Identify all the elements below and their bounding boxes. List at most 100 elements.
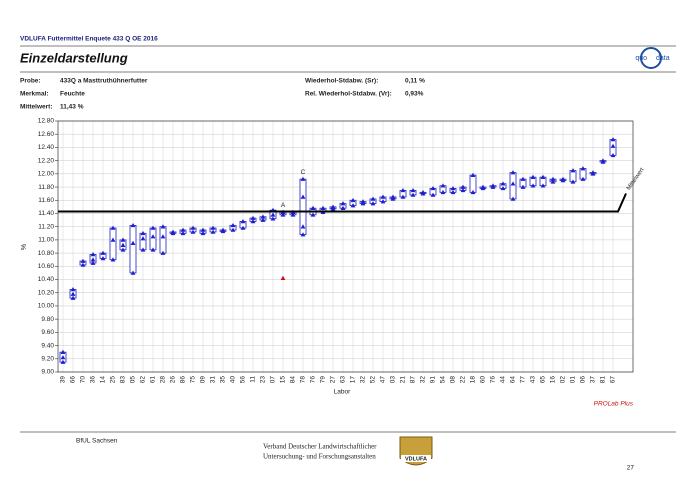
x-tick-label: 76: [490, 376, 497, 384]
range-box: [159, 226, 167, 254]
replicate-marker: [430, 192, 436, 197]
replicate-marker: [500, 181, 506, 186]
y-tick-label: 12.20: [38, 157, 55, 164]
replicate-marker: [510, 196, 516, 201]
x-tick-label: 18: [470, 376, 477, 384]
quo-data-logo: quo data: [635, 47, 670, 69]
y-tick-label: 11.00: [38, 237, 54, 244]
replicate-marker: [610, 152, 616, 158]
x-tick-label: 21: [400, 376, 407, 384]
replicate-marker: [210, 225, 216, 230]
replicate-marker: [70, 295, 76, 300]
replicate-marker: [90, 260, 96, 265]
x-tick-label: 11: [250, 376, 257, 383]
x-tick-label: 32: [420, 376, 427, 384]
mean-line: [58, 193, 627, 213]
replicate-marker: [200, 230, 206, 236]
replicate-marker: [440, 189, 446, 195]
x-tick-label: 87: [410, 376, 417, 384]
y-tick-label: 12.60: [38, 131, 55, 138]
x-tick-label: 47: [380, 376, 387, 384]
replicate-marker: [110, 237, 116, 242]
replicate-marker: [140, 247, 146, 252]
x-tick-label: 17: [350, 376, 357, 384]
info-label: Mittelwert:: [20, 104, 53, 111]
replicate-marker: [180, 230, 186, 236]
y-tick-label: 9.40: [41, 342, 54, 349]
x-tick-label: 67: [610, 376, 617, 384]
replicate-marker: [80, 262, 86, 267]
vdlufa-logo: VDLUFA: [399, 436, 433, 466]
replicate-marker: [70, 287, 76, 292]
replicate-marker: [490, 184, 496, 189]
replicate-marker: [270, 216, 276, 221]
replicate-marker: [150, 225, 156, 230]
replicate-marker: [400, 187, 406, 193]
replicate-marker: [250, 215, 256, 220]
info-label: Merkmal:: [20, 91, 49, 98]
replicate-marker: [90, 257, 96, 262]
replicate-marker: [510, 181, 516, 186]
y-tick-label: 12.80: [38, 118, 55, 125]
replicate-marker: [520, 184, 526, 189]
replicate-marker: [160, 250, 166, 255]
replicate-marker: [440, 183, 446, 188]
replicate-marker: [350, 197, 356, 203]
replicate-marker: [120, 242, 126, 247]
x-tick-label: 01: [570, 376, 577, 384]
replicate-marker: [230, 222, 236, 228]
x-tick-label: 06: [580, 376, 587, 384]
x-tick-label: 40: [230, 376, 237, 384]
replicate-marker: [140, 230, 146, 236]
x-tick-label: 61: [150, 376, 157, 384]
replicate-marker: [610, 137, 616, 142]
replicate-marker: [370, 196, 376, 201]
replicate-marker: [560, 178, 566, 183]
x-tick-label: 75: [190, 376, 197, 384]
replicate-marker: [300, 176, 306, 181]
flag-label: C: [301, 169, 306, 176]
x-tick-label: 91: [430, 376, 437, 384]
range-box: [129, 224, 137, 274]
replicate-marker: [260, 217, 266, 222]
replicate-marker: [190, 225, 196, 230]
replicate-marker: [340, 201, 346, 206]
page-title: Einzeldarstellung: [20, 50, 128, 65]
range-box: [139, 232, 147, 251]
replicate-marker: [320, 205, 326, 210]
x-axis-label: Labor: [334, 389, 351, 396]
replicate-marker: [130, 270, 136, 275]
logo-ring: [640, 47, 662, 69]
replicate-marker: [570, 179, 576, 184]
replicate-marker: [570, 168, 576, 173]
y-tick-label: 10.00: [38, 303, 55, 310]
replicate-marker: [550, 176, 556, 181]
x-tick-label: 05: [130, 376, 137, 384]
x-tick-label: 32: [360, 376, 367, 384]
plot-border: [57, 120, 634, 373]
x-tick-label: 81: [600, 376, 607, 384]
info-value: 433Q a Masttruthühnerfutter: [60, 78, 148, 85]
x-tick-label: 78: [300, 376, 307, 384]
y-tick-label: 11.80: [38, 184, 54, 191]
replicate-marker: [330, 206, 336, 211]
replicate-marker: [360, 201, 366, 206]
x-tick-label: 31: [210, 376, 217, 384]
logo-text: quo: [635, 55, 647, 62]
info-label: Rel. Wiederhol-Stdabw. (Vr):: [305, 91, 392, 98]
replicate-marker: [380, 199, 386, 204]
y-tick-label: 10.20: [38, 289, 55, 296]
y-tick-label: 12.40: [38, 144, 55, 151]
software-label: PROLab Plus: [594, 401, 634, 408]
x-tick-label: 36: [90, 376, 97, 384]
x-tick-label: 25: [110, 376, 117, 384]
replicate-marker: [260, 214, 266, 219]
x-tick-label: 54: [440, 376, 447, 384]
y-tick-label: 10.40: [38, 276, 55, 283]
replicate-marker: [540, 174, 546, 179]
replicate-marker: [250, 219, 256, 224]
info-value: 0,11 %: [405, 78, 425, 85]
replicate-marker: [120, 237, 126, 242]
x-tick-label: 83: [120, 376, 127, 384]
